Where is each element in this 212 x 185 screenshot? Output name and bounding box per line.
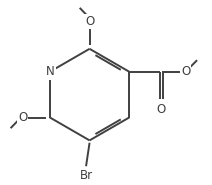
Text: N: N bbox=[46, 65, 54, 78]
Text: Br: Br bbox=[80, 169, 93, 181]
Text: O: O bbox=[181, 65, 190, 78]
Text: O: O bbox=[18, 111, 28, 124]
Text: O: O bbox=[85, 15, 94, 28]
Text: O: O bbox=[156, 103, 166, 116]
